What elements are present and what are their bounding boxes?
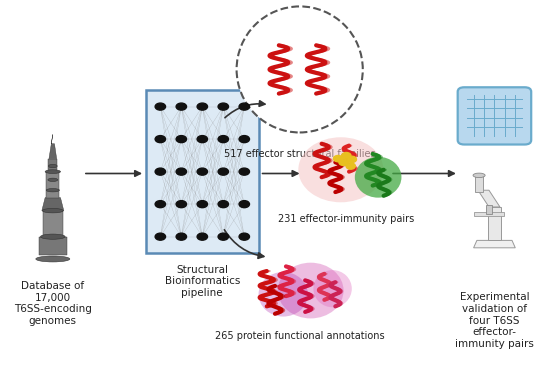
Ellipse shape [48,178,58,182]
Circle shape [155,136,166,142]
Polygon shape [42,198,64,211]
Circle shape [239,136,250,142]
Ellipse shape [42,209,63,213]
Polygon shape [46,172,59,198]
Ellipse shape [314,270,352,307]
Polygon shape [49,135,57,159]
Circle shape [218,136,228,142]
Circle shape [197,233,207,240]
Polygon shape [43,211,63,236]
Text: 231 effector-immunity pairs: 231 effector-immunity pairs [278,214,415,225]
Ellipse shape [36,256,70,262]
Text: 517 effector structural families: 517 effector structural families [224,149,376,159]
Circle shape [176,233,186,240]
FancyBboxPatch shape [146,90,258,253]
Circle shape [176,103,186,110]
Ellipse shape [258,272,308,317]
Circle shape [197,103,207,110]
Circle shape [342,153,351,159]
Text: Experimental
validation of
four T6SS
effector-
immunity pairs: Experimental validation of four T6SS eff… [455,292,534,349]
Circle shape [218,201,228,208]
Circle shape [339,159,348,166]
FancyBboxPatch shape [488,207,501,240]
FancyBboxPatch shape [486,205,492,214]
Circle shape [239,103,250,110]
FancyBboxPatch shape [474,212,504,216]
Circle shape [176,201,186,208]
Ellipse shape [298,137,383,202]
Circle shape [333,156,343,162]
Circle shape [218,168,228,175]
Circle shape [176,136,186,142]
Circle shape [239,168,250,175]
Circle shape [176,168,186,175]
Circle shape [197,136,207,142]
Circle shape [155,201,166,208]
Circle shape [155,103,166,110]
Ellipse shape [236,6,363,132]
Circle shape [197,201,207,208]
Ellipse shape [46,188,59,192]
Polygon shape [478,190,500,207]
Text: 265 protein functional annotations: 265 protein functional annotations [215,332,384,341]
Circle shape [346,163,355,169]
Ellipse shape [355,157,402,198]
Ellipse shape [278,263,344,319]
Ellipse shape [473,173,485,178]
Polygon shape [39,236,67,255]
Polygon shape [48,159,57,172]
Circle shape [239,233,250,240]
FancyBboxPatch shape [458,87,531,144]
Circle shape [155,233,166,240]
FancyBboxPatch shape [475,175,483,192]
Circle shape [155,168,166,175]
Ellipse shape [48,164,57,168]
Circle shape [218,103,228,110]
Ellipse shape [41,234,65,239]
Text: Structural
Bioinformatics
pipeline: Structural Bioinformatics pipeline [164,264,240,298]
Circle shape [218,233,228,240]
Circle shape [239,201,250,208]
Circle shape [197,168,207,175]
Polygon shape [474,240,515,248]
Ellipse shape [45,170,60,173]
Text: Database of
17,000
T6SS-encoding
genomes: Database of 17,000 T6SS-encoding genomes [14,281,92,326]
Circle shape [347,156,356,163]
